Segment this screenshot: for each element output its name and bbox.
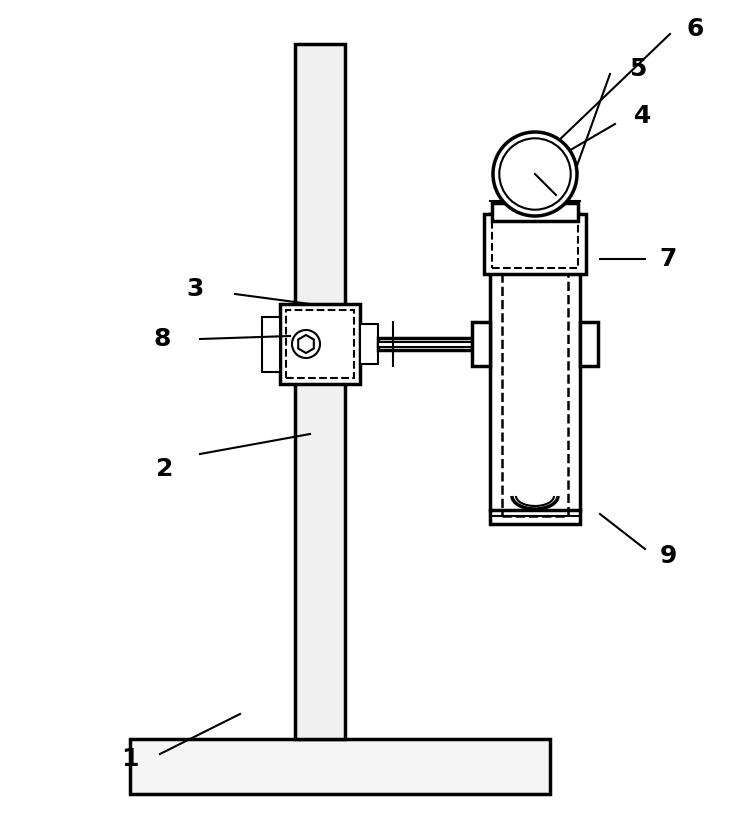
Bar: [492, 220, 578, 268]
Text: 4: 4: [634, 104, 651, 128]
Text: 6: 6: [686, 17, 703, 41]
Circle shape: [499, 138, 571, 209]
Bar: [295, 44, 345, 739]
Bar: [130, 739, 550, 794]
Text: 7: 7: [659, 247, 676, 271]
Text: 5: 5: [630, 57, 647, 81]
Circle shape: [493, 132, 577, 216]
Bar: [360, 324, 378, 364]
Bar: [472, 322, 490, 366]
Bar: [280, 304, 360, 384]
Bar: [580, 322, 598, 366]
Bar: [286, 310, 354, 378]
Text: 8: 8: [153, 327, 170, 351]
Text: 2: 2: [156, 457, 173, 481]
Polygon shape: [298, 335, 314, 353]
Bar: [378, 341, 490, 346]
Bar: [492, 203, 578, 221]
Circle shape: [292, 330, 320, 358]
Bar: [484, 214, 586, 274]
Bar: [490, 214, 580, 524]
Text: 9: 9: [659, 544, 676, 568]
Text: 1: 1: [121, 747, 139, 771]
Text: 3: 3: [186, 277, 204, 301]
Bar: [502, 222, 568, 516]
Bar: [262, 316, 280, 371]
Bar: [378, 338, 490, 350]
